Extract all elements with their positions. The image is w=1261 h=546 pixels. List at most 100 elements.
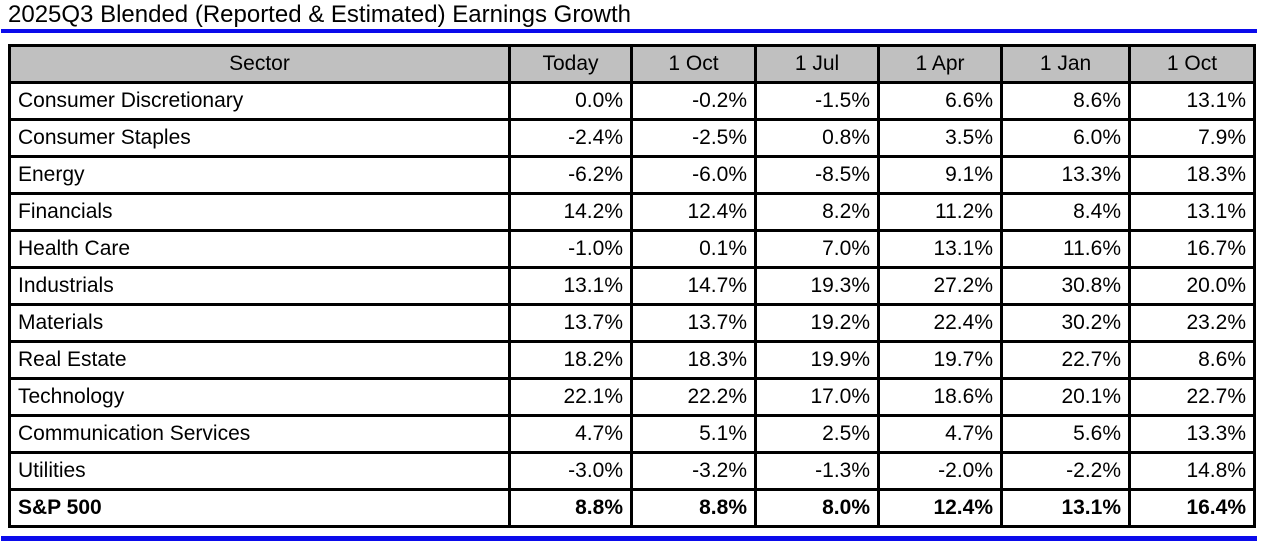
value-cell: 3.5%: [877, 118, 1003, 158]
value-cell: 4.7%: [877, 414, 1003, 454]
sector-cell: Industrials: [8, 266, 511, 306]
value-cell: 13.1%: [1128, 81, 1256, 121]
column-header: 1 Oct: [630, 44, 757, 84]
value-cell: 14.7%: [630, 266, 757, 306]
value-cell: 20.0%: [1128, 266, 1256, 306]
column-header: Today: [508, 44, 633, 84]
value-cell: 8.2%: [754, 192, 880, 232]
value-cell: 0.1%: [630, 229, 757, 269]
sector-cell: Communication Services: [8, 414, 511, 454]
value-cell: 19.2%: [754, 303, 880, 343]
value-cell: 22.7%: [1128, 377, 1256, 417]
sector-cell: Consumer Staples: [8, 118, 511, 158]
value-cell: 0.8%: [754, 118, 880, 158]
value-cell: 20.1%: [1000, 377, 1131, 417]
value-cell: 30.2%: [1000, 303, 1131, 343]
value-cell: 9.1%: [877, 155, 1003, 195]
value-cell: 19.7%: [877, 340, 1003, 380]
value-cell: -2.2%: [1000, 451, 1131, 491]
value-cell: 16.7%: [1128, 229, 1256, 269]
value-cell: -1.5%: [754, 81, 880, 121]
value-cell: 8.0%: [754, 488, 880, 528]
table-row: Communication Services 4.7% 5.1% 2.5% 4.7% 5.…: [8, 414, 1256, 454]
value-cell: -3.2%: [630, 451, 757, 491]
value-cell: 11.2%: [877, 192, 1003, 232]
value-cell: -3.0%: [508, 451, 633, 491]
value-cell: 8.4%: [1000, 192, 1131, 232]
value-cell: 18.3%: [630, 340, 757, 380]
value-cell: 7.9%: [1128, 118, 1256, 158]
value-cell: 23.2%: [1128, 303, 1256, 343]
value-cell: 13.1%: [508, 266, 633, 306]
value-cell: 18.3%: [1128, 155, 1256, 195]
sector-cell: Technology: [8, 377, 511, 417]
value-cell: 8.8%: [630, 488, 757, 528]
value-cell: 4.7%: [508, 414, 633, 454]
value-cell: -0.2%: [630, 81, 757, 121]
value-cell: -2.5%: [630, 118, 757, 158]
value-cell: 27.2%: [877, 266, 1003, 306]
title-divider-line: [1, 29, 1257, 33]
table-row: Technology 22.1% 22.2% 17.0% 18.6% 20.1% 22.7%: [8, 377, 1256, 417]
value-cell: 6.0%: [1000, 118, 1131, 158]
value-cell: 12.4%: [877, 488, 1003, 528]
value-cell: 8.6%: [1128, 340, 1256, 380]
value-cell: -2.0%: [877, 451, 1003, 491]
column-header: 1 Apr: [877, 44, 1003, 84]
bottom-divider-line: [1, 536, 1257, 541]
earnings-table: Sector Today 1 Oct 1 Jul 1 Apr 1 Jan 1 Oct Con…: [8, 44, 1256, 528]
value-cell: 13.3%: [1000, 155, 1131, 195]
table-row: Consumer Discretionary 0.0% -0.2% -1.5% 6.6%…: [8, 81, 1256, 121]
total-row: S&P 500 8.8% 8.8% 8.0% 12.4% 13.1% 16.4%: [8, 488, 1256, 528]
value-cell: 13.3%: [1128, 414, 1256, 454]
value-cell: 22.4%: [877, 303, 1003, 343]
header-row: Sector Today 1 Oct 1 Jul 1 Apr 1 Jan 1 Oct: [8, 44, 1256, 84]
value-cell: 13.7%: [630, 303, 757, 343]
value-cell: 16.4%: [1128, 488, 1256, 528]
value-cell: -2.4%: [508, 118, 633, 158]
value-cell: 13.1%: [1128, 192, 1256, 232]
sector-cell: Health Care: [8, 229, 511, 269]
value-cell: 22.1%: [508, 377, 633, 417]
value-cell: 19.3%: [754, 266, 880, 306]
value-cell: 7.0%: [754, 229, 880, 269]
value-cell: -6.0%: [630, 155, 757, 195]
value-cell: -1.3%: [754, 451, 880, 491]
value-cell: 12.4%: [630, 192, 757, 232]
value-cell: 13.7%: [508, 303, 633, 343]
value-cell: 17.0%: [754, 377, 880, 417]
table-row: Industrials 13.1% 14.7% 19.3% 27.2% 30.8% 20.0…: [8, 266, 1256, 306]
table-row: Consumer Staples -2.4% -2.5% 0.8% 3.5% 6.0% 7.…: [8, 118, 1256, 158]
value-cell: 14.2%: [508, 192, 633, 232]
value-cell: 13.1%: [1000, 488, 1131, 528]
value-cell: 6.6%: [877, 81, 1003, 121]
sector-cell: Consumer Discretionary: [8, 81, 511, 121]
value-cell: 5.1%: [630, 414, 757, 454]
value-cell: -1.0%: [508, 229, 633, 269]
value-cell: 13.1%: [877, 229, 1003, 269]
value-cell: 30.8%: [1000, 266, 1131, 306]
value-cell: 11.6%: [1000, 229, 1131, 269]
table-row: Real Estate 18.2% 18.3% 19.9% 19.7% 22.7% 8.6%: [8, 340, 1256, 380]
value-cell: 0.0%: [508, 81, 633, 121]
sector-cell: Utilities: [8, 451, 511, 491]
table-body: Consumer Discretionary 0.0% -0.2% -1.5% 6.6%…: [8, 81, 1256, 528]
sector-cell: Energy: [8, 155, 511, 195]
value-cell: 22.7%: [1000, 340, 1131, 380]
value-cell: 2.5%: [754, 414, 880, 454]
column-header: 1 Jan: [1000, 44, 1131, 84]
sector-cell: Real Estate: [8, 340, 511, 380]
value-cell: 8.8%: [508, 488, 633, 528]
table-row: Health Care -1.0% 0.1% 7.0% 13.1% 11.6% 16.7%: [8, 229, 1256, 269]
column-header: 1 Jul: [754, 44, 880, 84]
sector-cell: S&P 500: [8, 488, 511, 528]
value-cell: 18.6%: [877, 377, 1003, 417]
value-cell: 18.2%: [508, 340, 633, 380]
value-cell: 19.9%: [754, 340, 880, 380]
table-row: Materials 13.7% 13.7% 19.2% 22.4% 30.2% 23.2%: [8, 303, 1256, 343]
table-row: Financials 14.2% 12.4% 8.2% 11.2% 8.4% 13.1%: [8, 192, 1256, 232]
value-cell: 22.2%: [630, 377, 757, 417]
sector-cell: Materials: [8, 303, 511, 343]
page-title: 2025Q3 Blended (Reported & Estimated) Ea…: [8, 1, 632, 28]
